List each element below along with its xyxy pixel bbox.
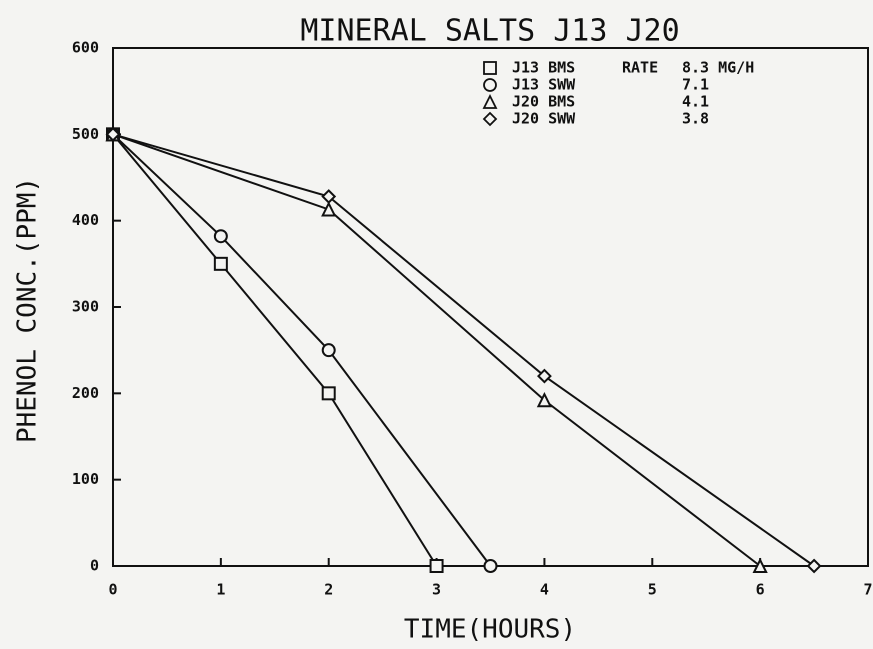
- data-point: [321, 343, 336, 358]
- x-tick-label: 0: [108, 581, 117, 599]
- legend-marker: [482, 111, 498, 127]
- data-point: [536, 392, 553, 408]
- chart-title: MINERAL SALTS J13 J20: [300, 14, 679, 49]
- data-point: [806, 558, 822, 574]
- series-line: [112, 133, 815, 567]
- legend-label: J20 BMS: [512, 93, 575, 111]
- data-point: [321, 189, 337, 204]
- legend-label: J20 SWW: [512, 110, 576, 128]
- x-tick-label: 2: [324, 581, 333, 599]
- x-tick-label: 4: [540, 581, 549, 599]
- data-point: [429, 559, 444, 573]
- y-tick-label: 500: [72, 125, 99, 143]
- data-point: [213, 229, 228, 244]
- legend-marker: [483, 78, 497, 92]
- data-point: [483, 559, 498, 573]
- data-point: [213, 256, 228, 271]
- x-tick-label: 5: [648, 581, 657, 599]
- legend-label: J13 BMS: [512, 59, 575, 77]
- x-tick-label: 6: [756, 581, 765, 599]
- data-point: [321, 201, 337, 217]
- x-axis-label: TIME(HOURS): [404, 615, 576, 645]
- y-axis-label: PHENOL CONC.(PPM): [13, 177, 43, 443]
- legend-marker: [482, 93, 498, 109]
- data-point: [537, 368, 552, 384]
- legend-label: J13 SWW: [512, 76, 576, 94]
- legend-marker: [483, 61, 497, 75]
- y-tick-label: 100: [72, 470, 99, 488]
- series-line: [112, 133, 761, 567]
- legend-rate: 4.1: [682, 93, 709, 111]
- x-tick-label: 1: [216, 581, 225, 599]
- y-tick-label: 200: [72, 384, 99, 402]
- series-line: [112, 133, 492, 567]
- data-point: [752, 557, 768, 573]
- data-point: [105, 126, 121, 142]
- data-point: [321, 386, 336, 401]
- y-tick-label: 600: [72, 39, 99, 57]
- x-tick-label: 3: [432, 581, 441, 599]
- y-tick-label: 400: [72, 211, 99, 229]
- legend-rate: 8.3 MG/H: [682, 59, 754, 77]
- series-line: [112, 133, 438, 567]
- y-tick-label: 300: [72, 298, 99, 316]
- legend-header: RATE: [622, 59, 658, 77]
- x-tick-label: 7: [863, 581, 872, 599]
- legend-rate: 3.8: [682, 110, 709, 128]
- y-tick-label: 0: [90, 557, 99, 575]
- legend-rate: 7.1: [682, 76, 709, 94]
